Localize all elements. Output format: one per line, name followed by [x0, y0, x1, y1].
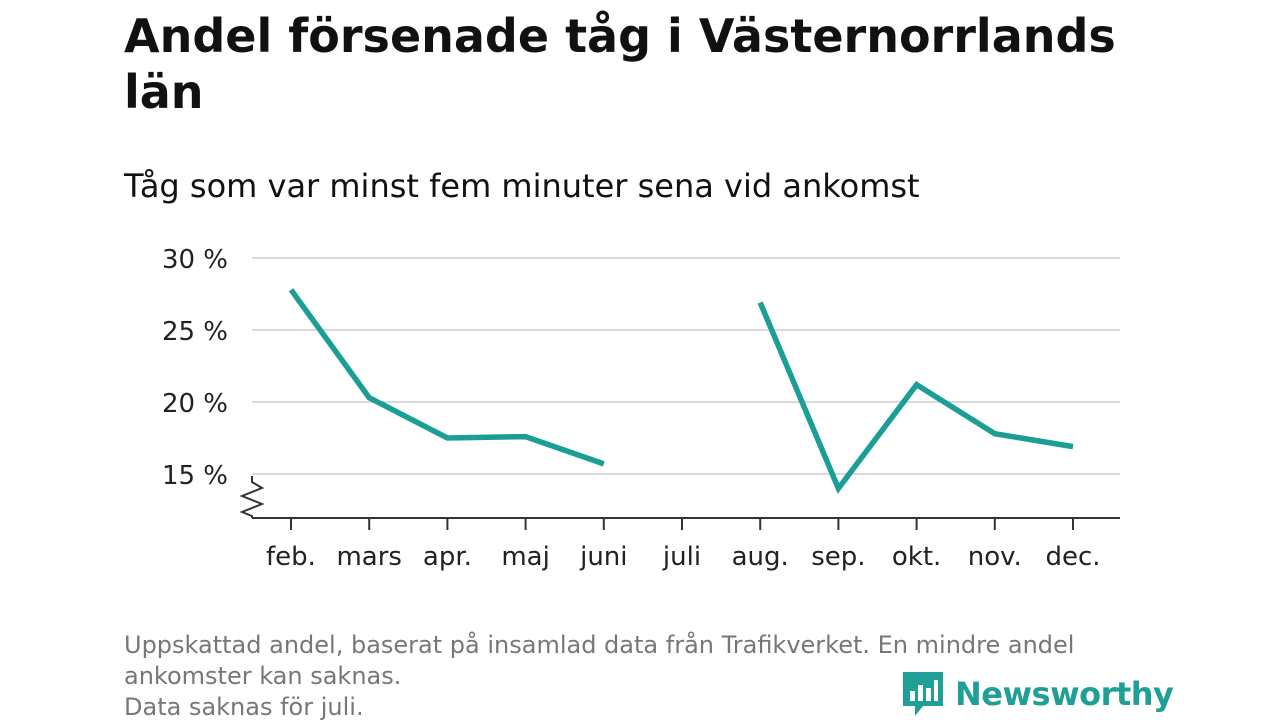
brand-logo: Newsworthy — [903, 672, 1174, 716]
footer-note: Uppskattad andel, baserat på insamlad da… — [124, 631, 1075, 690]
brand-name: Newsworthy — [955, 675, 1174, 713]
x-tick-label: juni — [579, 542, 627, 572]
x-tick-label: apr. — [423, 542, 472, 572]
x-tick-label: dec. — [1045, 542, 1100, 572]
footer-missing-note: Data saknas för juli. — [124, 693, 364, 721]
x-tick-label: feb. — [266, 542, 316, 572]
y-tick-label: 25 % — [162, 317, 228, 347]
x-tick-label: mars — [336, 542, 402, 572]
y-tick-label: 30 % — [162, 245, 228, 275]
gridlines — [252, 257, 1120, 475]
chart-footer: Uppskattad andel, baserat på insamlad da… — [124, 630, 1164, 723]
x-axis-ticks: feb. mars apr. maj juni juli aug. sep. okt. nov. d… — [266, 518, 1101, 572]
chart-title: Andel försenade tåg i Västernorrlands lä… — [124, 9, 1116, 119]
y-tick-label: 20 % — [162, 389, 228, 419]
x-tick-label: maj — [501, 542, 549, 572]
y-tick-label: 15 % — [162, 461, 228, 491]
axis-break-mark — [239, 476, 265, 518]
series-line — [757, 301, 1074, 494]
x-tick-label: okt. — [892, 542, 941, 572]
y-axis-ticks: 15 % 20 % 25 % 30 % — [162, 245, 228, 491]
chart-subtitle: Tåg som var minst fem minuter sena vid a… — [124, 167, 920, 205]
series-line — [288, 288, 605, 467]
x-tick-label: nov. — [968, 542, 1022, 572]
x-tick-label: aug. — [732, 542, 789, 572]
x-axis — [239, 476, 1120, 519]
series-lines — [288, 288, 1074, 494]
x-tick-label: sep. — [811, 542, 865, 572]
newsworthy-logo-icon — [903, 672, 943, 716]
x-tick-label: juli — [662, 542, 701, 572]
